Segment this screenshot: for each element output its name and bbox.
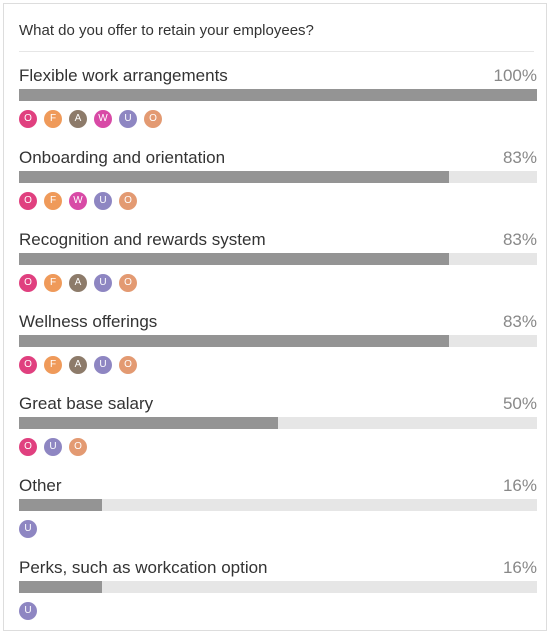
poll-options-list: Flexible work arrangements 100% O F A W U O Onbo… bbox=[19, 64, 537, 638]
voter-avatar[interactable]: U bbox=[19, 520, 37, 538]
result-bar-fill bbox=[19, 417, 278, 429]
voter-avatar[interactable]: U bbox=[44, 438, 62, 456]
voter-avatar[interactable]: W bbox=[69, 192, 87, 210]
voter-avatar[interactable]: F bbox=[44, 356, 62, 374]
voter-avatar[interactable]: O bbox=[119, 274, 137, 292]
voter-avatar[interactable]: U bbox=[19, 602, 37, 620]
voter-avatar[interactable]: A bbox=[69, 110, 87, 128]
result-bar-fill bbox=[19, 253, 449, 265]
voter-avatar[interactable]: O bbox=[19, 438, 37, 456]
option-label: Flexible work arrangements bbox=[19, 66, 228, 85]
option-percentage: 83% bbox=[502, 230, 537, 249]
option-percentage: 100% bbox=[493, 66, 537, 85]
result-bar-track bbox=[19, 417, 537, 429]
result-bar-fill bbox=[19, 581, 102, 593]
voter-avatar[interactable]: U bbox=[119, 110, 137, 128]
option-label: Perks, such as workcation option bbox=[19, 558, 268, 577]
option-percentage: 83% bbox=[502, 312, 537, 331]
option-label: Great base salary bbox=[19, 394, 154, 413]
option-percentage: 16% bbox=[502, 558, 537, 577]
poll-question: What do you offer to retain your employe… bbox=[19, 22, 314, 39]
voter-avatar[interactable]: W bbox=[94, 110, 112, 128]
option-label: Wellness offerings bbox=[19, 312, 158, 331]
voter-avatar[interactable]: A bbox=[69, 356, 87, 374]
poll-option[interactable]: Flexible work arrangements 100% O F A W U O bbox=[19, 64, 537, 146]
option-label: Other bbox=[19, 476, 62, 495]
result-bar-fill bbox=[19, 171, 449, 183]
result-bar-fill bbox=[19, 335, 449, 347]
voter-avatar[interactable]: F bbox=[44, 274, 62, 292]
voter-avatar[interactable]: A bbox=[69, 274, 87, 292]
result-bar-track bbox=[19, 171, 537, 183]
voter-avatar[interactable]: F bbox=[44, 110, 62, 128]
option-label: Recognition and rewards system bbox=[19, 230, 266, 249]
voter-avatar[interactable]: U bbox=[94, 274, 112, 292]
option-label: Onboarding and orientation bbox=[19, 148, 226, 167]
poll-results-card: What do you offer to retain your employe… bbox=[3, 3, 547, 631]
result-bar-track bbox=[19, 89, 537, 101]
option-percentage: 83% bbox=[502, 148, 537, 167]
voter-avatar[interactable]: O bbox=[19, 274, 37, 292]
poll-option[interactable]: Onboarding and orientation 83% O F W U O bbox=[19, 146, 537, 228]
result-bar-track bbox=[19, 581, 537, 593]
result-bar-fill bbox=[19, 499, 102, 511]
voter-avatar[interactable]: O bbox=[69, 438, 87, 456]
option-percentage: 50% bbox=[502, 394, 537, 413]
voter-avatars: U bbox=[19, 602, 37, 620]
poll-option[interactable]: Perks, such as workcation option 16% U bbox=[19, 556, 537, 638]
result-bar-track bbox=[19, 253, 537, 265]
result-bar-track bbox=[19, 335, 537, 347]
voter-avatar[interactable]: O bbox=[144, 110, 162, 128]
voter-avatar[interactable]: O bbox=[119, 356, 137, 374]
divider bbox=[19, 51, 534, 52]
result-bar-track bbox=[19, 499, 537, 511]
voter-avatar[interactable]: O bbox=[19, 110, 37, 128]
poll-option[interactable]: Recognition and rewards system 83% O F A U O bbox=[19, 228, 537, 310]
poll-option[interactable]: Other 16% U bbox=[19, 474, 537, 556]
voter-avatar[interactable]: O bbox=[119, 192, 137, 210]
voter-avatar[interactable]: U bbox=[94, 356, 112, 374]
result-bar-fill bbox=[19, 89, 537, 101]
voter-avatar[interactable]: O bbox=[19, 356, 37, 374]
voter-avatar[interactable]: O bbox=[19, 192, 37, 210]
poll-option[interactable]: Great base salary 50% O U O bbox=[19, 392, 537, 474]
voter-avatar[interactable]: F bbox=[44, 192, 62, 210]
voter-avatar[interactable]: U bbox=[94, 192, 112, 210]
voter-avatars: U bbox=[19, 520, 37, 538]
option-percentage: 16% bbox=[502, 476, 537, 495]
poll-option[interactable]: Wellness offerings 83% O F A U O bbox=[19, 310, 537, 392]
